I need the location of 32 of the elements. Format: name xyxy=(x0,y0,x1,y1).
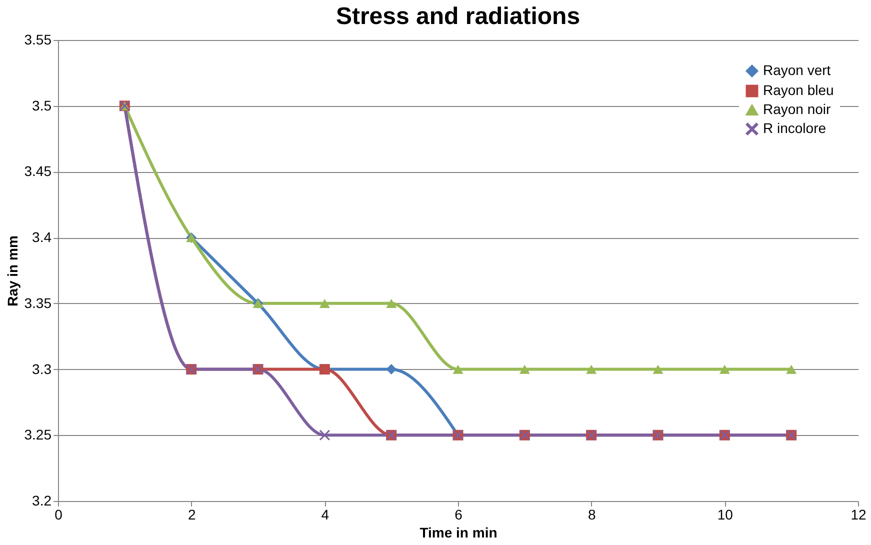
y-tick-label: 3.45 xyxy=(24,163,52,180)
point xyxy=(786,364,797,374)
point xyxy=(386,364,397,375)
point xyxy=(386,298,397,308)
x-tick-label: 10 xyxy=(717,506,734,522)
legend-label: R incolore xyxy=(763,120,826,136)
x-tick-label: 0 xyxy=(54,506,63,522)
point xyxy=(652,364,664,374)
y-tick-label: 3.35 xyxy=(24,294,52,311)
x-tick-label: 2 xyxy=(188,506,196,522)
legend-label: Rayon noir xyxy=(763,101,832,117)
x-tick-label: 6 xyxy=(454,506,463,522)
chart-title: Stress and radiations xyxy=(336,3,580,30)
point xyxy=(519,364,530,374)
x-tick-label: 8 xyxy=(588,506,596,522)
y-tick-label: 3.4 xyxy=(32,229,52,246)
y-tick-label: 3.55 xyxy=(24,32,52,48)
y-tick-label: 3.5 xyxy=(32,97,52,114)
y-tick-label: 3.3 xyxy=(32,360,52,377)
legend-label: Rayon vert xyxy=(763,62,831,78)
x-tick-label: 12 xyxy=(850,506,866,522)
y-axis-title: Ray in mm xyxy=(4,236,20,306)
point xyxy=(319,298,330,308)
point xyxy=(319,430,330,440)
point xyxy=(452,364,464,374)
x-axis-title: Time in min xyxy=(420,524,498,540)
x-tick-label: 4 xyxy=(321,506,330,522)
y-tick-label: 3.2 xyxy=(32,492,52,508)
point xyxy=(586,364,597,374)
y-tick-label: 3.25 xyxy=(24,426,52,443)
point xyxy=(719,364,730,374)
legend-label: Rayon bleu xyxy=(763,82,834,98)
